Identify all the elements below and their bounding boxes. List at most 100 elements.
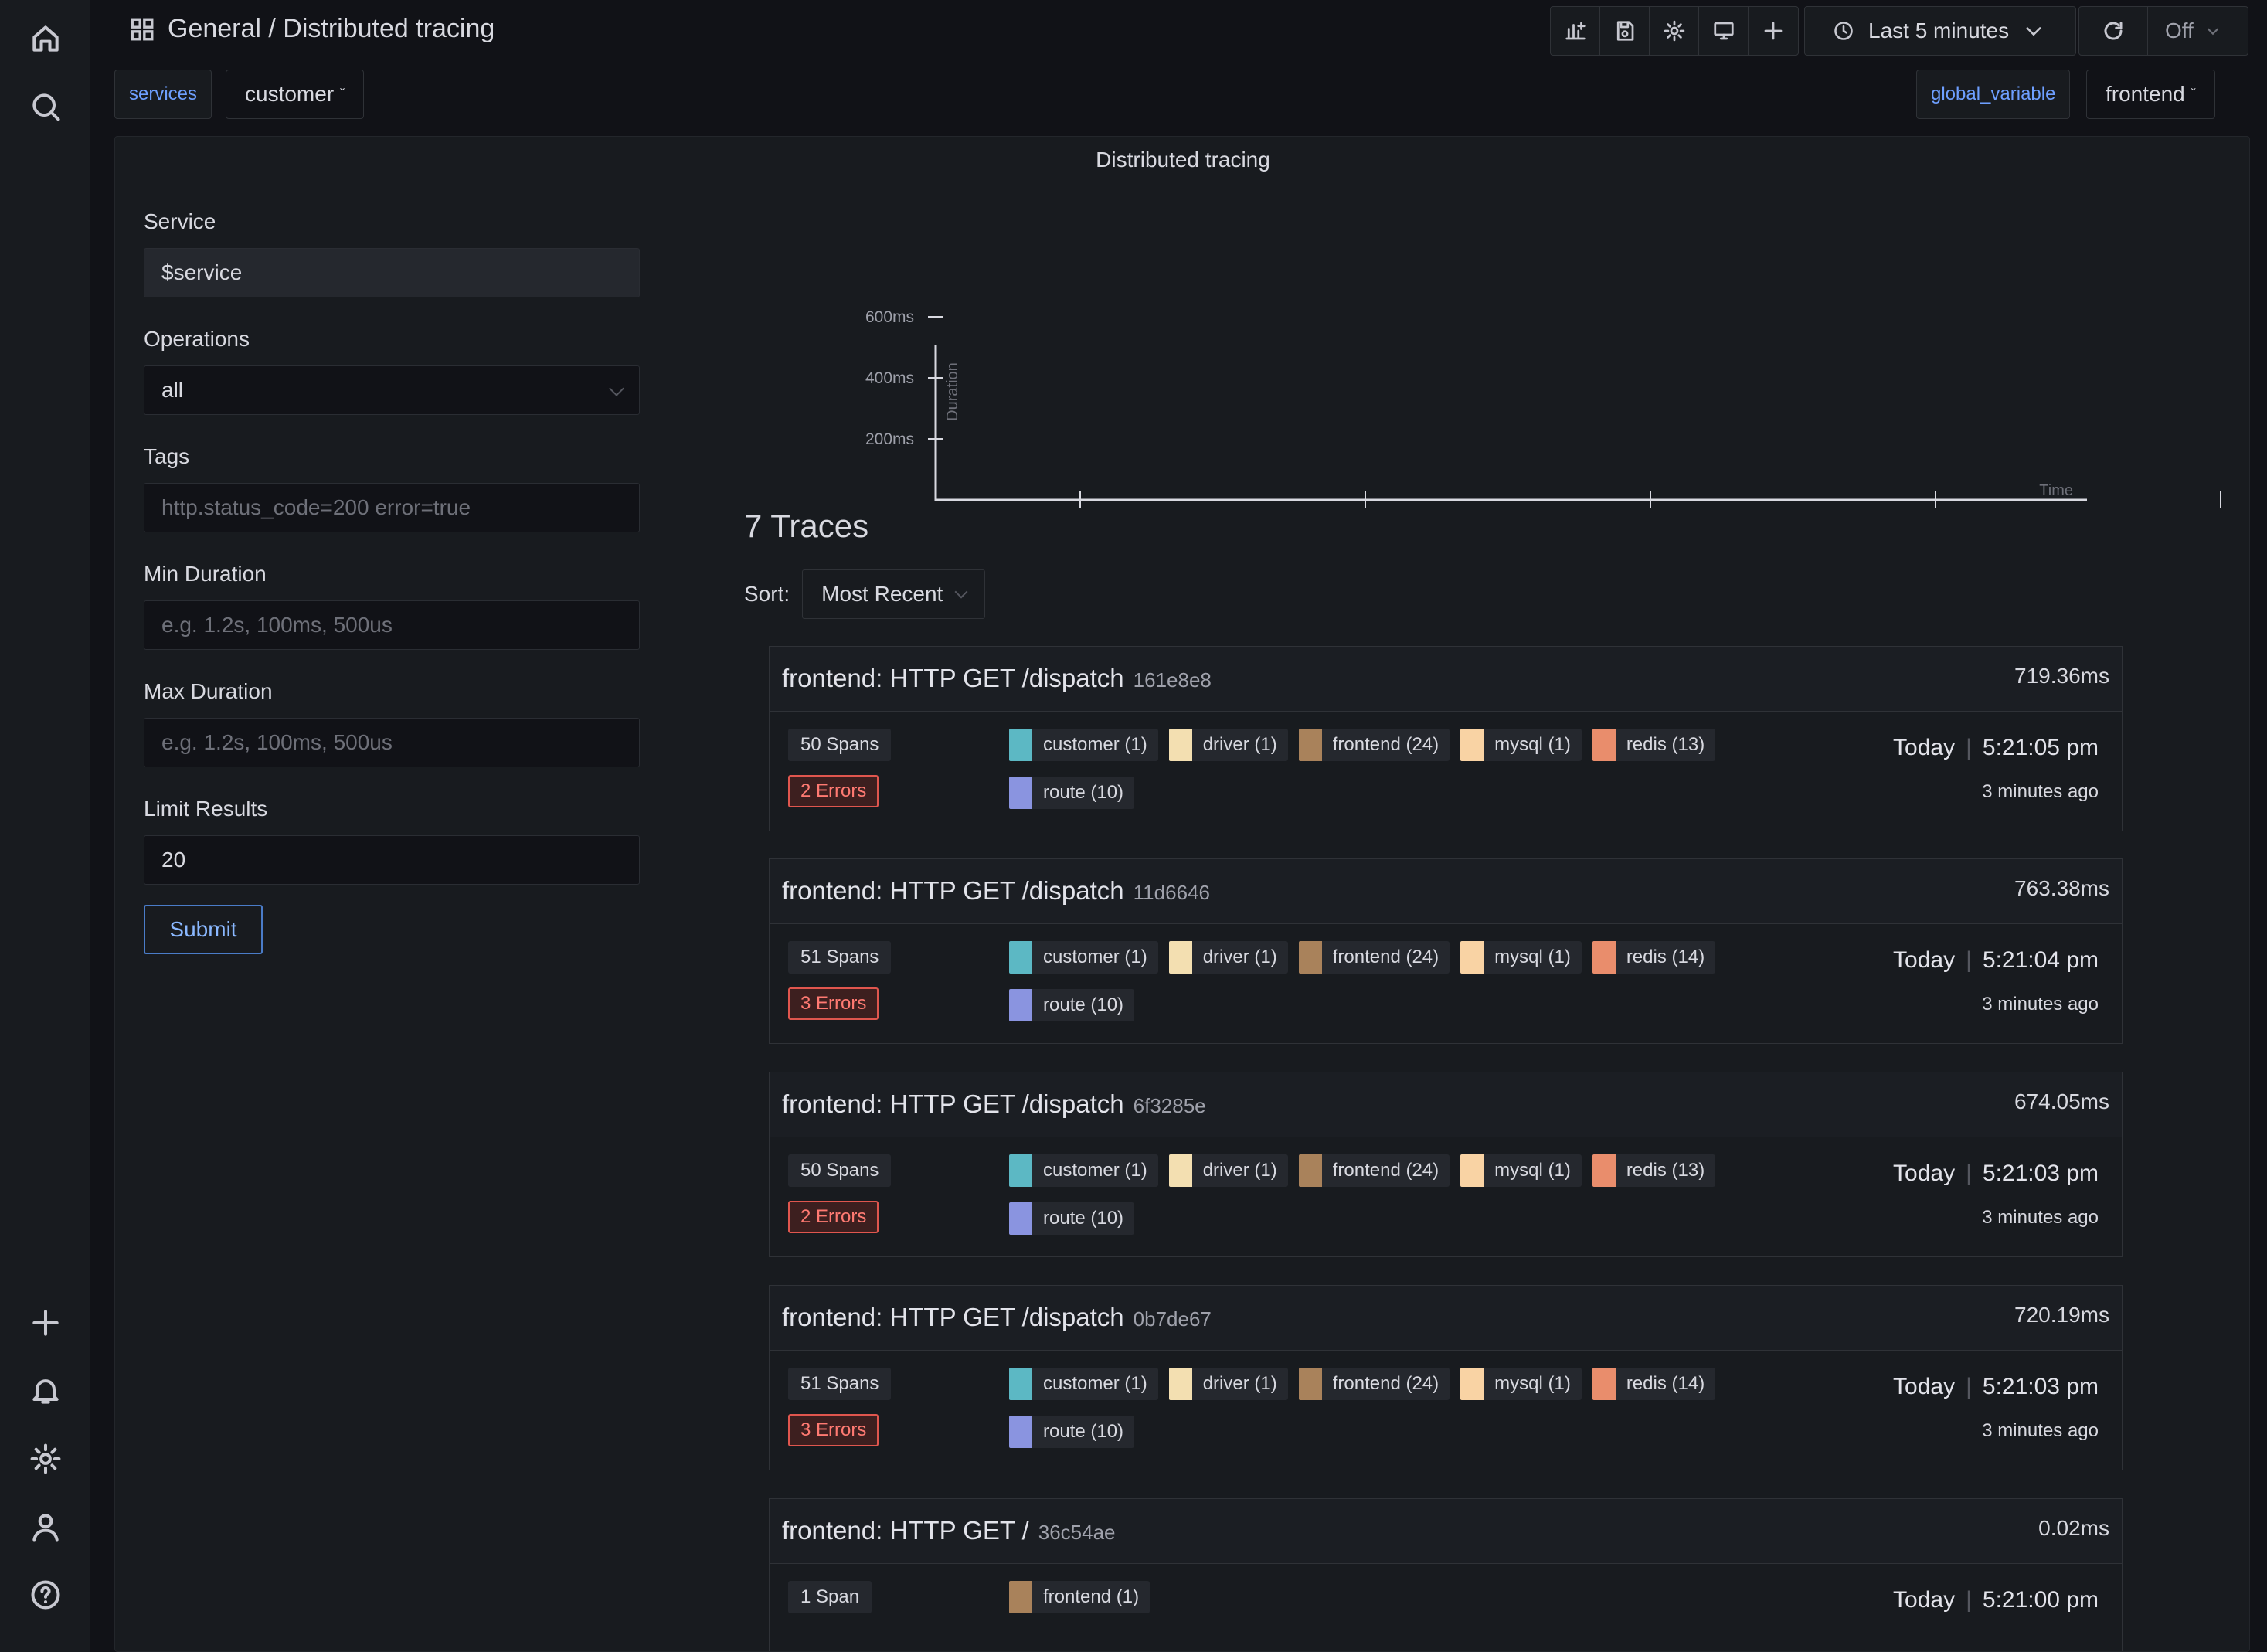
trace-body: 1 Span frontend (1) Today | 5:21:00 pm (770, 1564, 2122, 1651)
user-icon[interactable] (25, 1507, 66, 1547)
trace-card[interactable]: frontend: HTTP GET /dispatch 0b7de67 720.1… (769, 1285, 2123, 1470)
trace-name: frontend: HTTP GET /dispatch (782, 1303, 1124, 1331)
trace-start-time: Today | 5:21:04 pm (1893, 947, 2099, 974)
submit-button[interactable]: Submit (144, 905, 263, 954)
trace-duration: 0.02ms (2038, 1516, 2109, 1540)
service-tag-label: customer (1) (1043, 1373, 1147, 1394)
y-tick-label: 600ms (865, 308, 914, 326)
variable-select-services[interactable]: customer ˇ (226, 70, 365, 119)
traces-count: 7 Traces (744, 508, 869, 544)
trace-title: frontend: HTTP GET / 36c54ae (782, 1516, 1116, 1545)
service-tag-label: customer (1) (1043, 947, 1147, 967)
trace-body: 51 Spans 3 Errors customer (1) driver (1) fr… (770, 1351, 2122, 1470)
service-tag: frontend (24) (1298, 729, 1450, 761)
search-icon[interactable] (25, 87, 66, 127)
span-count-badge: 51 Spans (788, 1368, 892, 1400)
service-color-swatch (1592, 1154, 1616, 1187)
service-tag: redis (14) (1592, 941, 1716, 974)
dashboard-toolbar (1550, 6, 1799, 56)
trace-relative-time: 3 minutes ago (1982, 1207, 2099, 1228)
save-dashboard-button[interactable] (1600, 7, 1650, 55)
trace-card[interactable]: frontend: HTTP GET /dispatch 161e8e8 719.3… (769, 646, 2123, 831)
service-color-swatch (1168, 1154, 1192, 1187)
trace-card[interactable]: frontend: HTTP GET /dispatch 11d6646 763.3… (769, 858, 2123, 1044)
operations-select[interactable]: all (144, 365, 640, 415)
monitor-icon (1713, 22, 1734, 40)
trace-header[interactable]: frontend: HTTP GET / 36c54ae 0.02ms (770, 1499, 2122, 1564)
tv-mode-button[interactable] (1699, 7, 1749, 55)
sort-select[interactable]: Most Recent (802, 569, 986, 619)
service-tag: redis (13) (1592, 729, 1716, 761)
service-color-swatch (1009, 1368, 1032, 1400)
trace-header[interactable]: frontend: HTTP GET /dispatch 11d6646 763.3… (770, 859, 2122, 924)
trace-id: 6f3285e (1133, 1094, 1206, 1117)
plus-icon[interactable] (25, 1303, 66, 1343)
service-tag-label: customer (1) (1043, 734, 1147, 755)
variable-label-global-variable: global_variable (1916, 70, 2071, 119)
trace-day: Today (1893, 735, 1956, 760)
dashboard-settings-button[interactable] (1650, 7, 1699, 55)
service-color-swatch (1460, 1368, 1484, 1400)
bell-icon[interactable] (25, 1371, 66, 1411)
service-tag-label: redis (13) (1626, 734, 1705, 755)
trace-card[interactable]: frontend: HTTP GET /dispatch 6f3285e 674.0… (769, 1072, 2123, 1257)
scatter-plot-svg: DurationTime200ms400ms600ms05:21:01 pm05… (865, 308, 2249, 536)
tags-input[interactable]: http.status_code=200 error=true (144, 483, 640, 532)
service-color-swatch (1009, 1154, 1032, 1187)
service-label: Service (144, 209, 216, 233)
trace-day: Today (1893, 1587, 1956, 1613)
trace-relative-time: 3 minutes ago (1982, 781, 2099, 802)
trace-card[interactable]: frontend: HTTP GET / 36c54ae 0.02ms 1 Span f… (769, 1498, 2123, 1651)
trace-start-time: Today | 5:21:03 pm (1893, 1161, 2099, 1187)
trace-body: 50 Spans 2 Errors customer (1) driver (1) fr… (770, 712, 2122, 831)
min-duration-input[interactable]: e.g. 1.2s, 100ms, 500us (144, 600, 640, 650)
refresh-picker: Off (2078, 6, 2248, 56)
service-tag-label: mysql (1) (1494, 734, 1571, 755)
help-icon[interactable] (25, 1575, 66, 1615)
trace-id: 161e8e8 (1133, 668, 1212, 692)
trace-name: frontend: HTTP GET /dispatch (782, 876, 1124, 905)
x-axis-label: Time (2039, 482, 2073, 499)
service-tag: driver (1) (1168, 941, 1288, 974)
trace-relative-time: 3 minutes ago (1982, 1420, 2099, 1441)
trace-header[interactable]: frontend: HTTP GET /dispatch 6f3285e 674.0… (770, 1072, 2122, 1137)
operations-value: all (161, 378, 184, 402)
variable-select-global-variable[interactable]: frontend ˇ (2086, 70, 2215, 119)
service-field[interactable]: $service (144, 248, 640, 297)
service-tag: customer (1) (1009, 1368, 1158, 1400)
breadcrumb[interactable]: General / Distributed tracing (129, 14, 495, 44)
service-tags: customer (1) driver (1) frontend (24) mysql… (1009, 941, 1735, 1021)
service-tag: customer (1) (1009, 941, 1158, 974)
service-tag: driver (1) (1168, 1368, 1288, 1400)
home-icon[interactable] (25, 19, 66, 59)
sort-control: Sort: Most Recent (744, 569, 986, 619)
service-tag: mysql (1) (1460, 1154, 1582, 1187)
max-duration-input[interactable]: e.g. 1.2s, 100ms, 500us (144, 718, 640, 767)
trace-header[interactable]: frontend: HTTP GET /dispatch 161e8e8 719.3… (770, 647, 2122, 712)
add-button[interactable] (1749, 7, 1798, 55)
time-range-picker[interactable]: Last 5 minutes (1804, 6, 2076, 56)
service-color-swatch (1592, 941, 1616, 974)
service-tag-label: route (10) (1043, 782, 1124, 803)
chevron-down-icon (2207, 28, 2219, 36)
trace-id: 11d6646 (1133, 881, 1210, 904)
service-color-swatch (1460, 1154, 1484, 1187)
refresh-button[interactable] (2078, 6, 2148, 56)
refresh-interval-select[interactable]: Off (2148, 6, 2248, 56)
trace-day: Today (1893, 1161, 1956, 1186)
duration-scatter-chart: DurationTime200ms400ms600ms05:21:01 pm05… (718, 199, 2249, 569)
service-color-swatch (1009, 1581, 1032, 1613)
service-color-swatch (1168, 1368, 1192, 1400)
trace-start-time: Today | 5:21:03 pm (1893, 1374, 2099, 1400)
limit-results-input[interactable]: 20 (144, 835, 640, 885)
limit-results-label: Limit Results (144, 797, 268, 821)
chevron-down-icon (954, 585, 968, 599)
service-tag: route (10) (1009, 1202, 1135, 1235)
gear-icon[interactable] (25, 1439, 66, 1479)
service-tag: frontend (24) (1298, 1154, 1450, 1187)
trace-header[interactable]: frontend: HTTP GET /dispatch 0b7de67 720.1… (770, 1286, 2122, 1351)
plus-icon (1764, 22, 1783, 40)
trace-relative-time: 3 minutes ago (1982, 994, 2099, 1015)
add-panel-button[interactable] (1551, 7, 1600, 55)
trace-start-time: Today | 5:21:05 pm (1893, 735, 2099, 761)
